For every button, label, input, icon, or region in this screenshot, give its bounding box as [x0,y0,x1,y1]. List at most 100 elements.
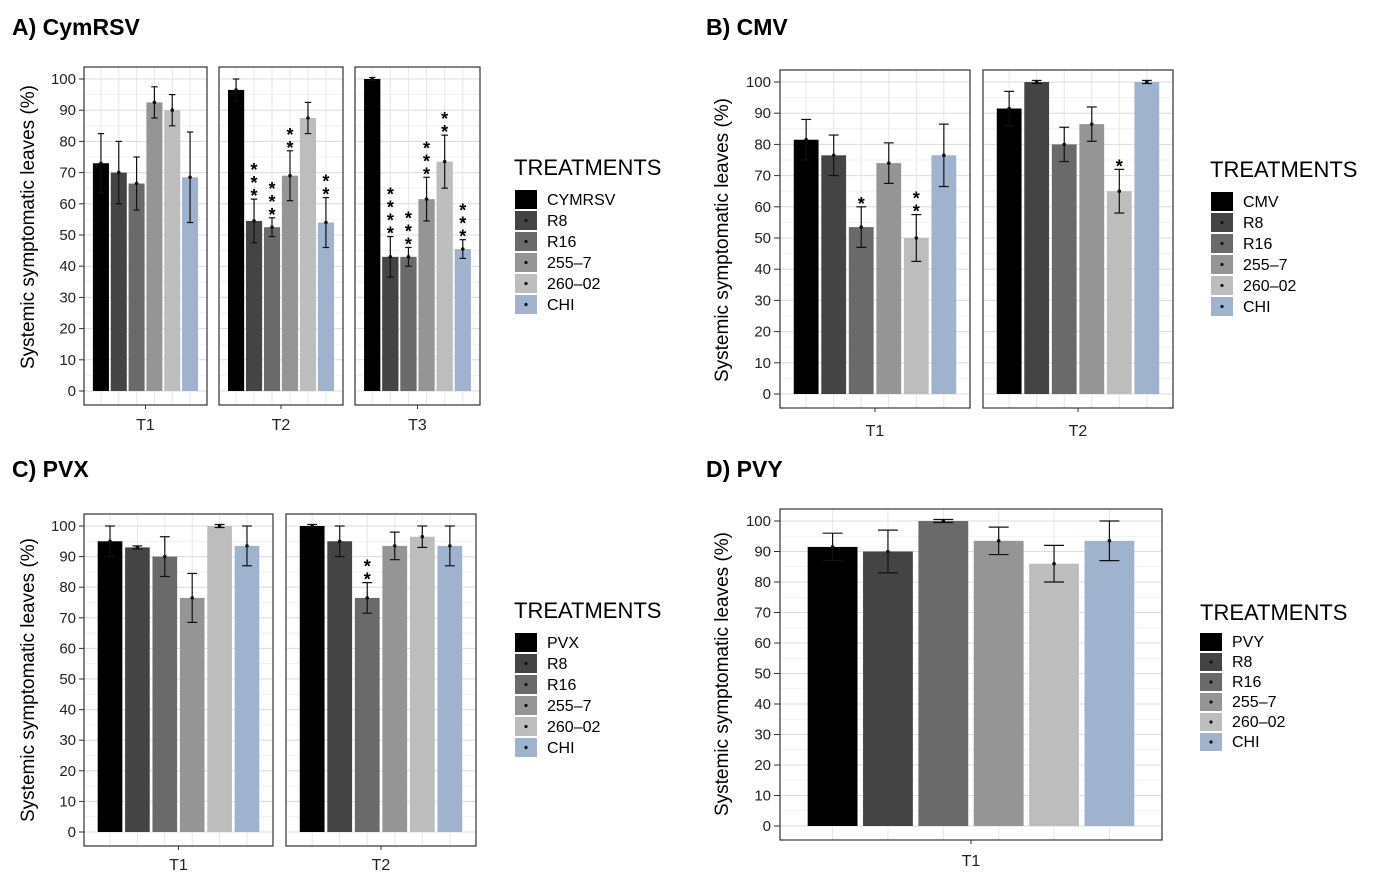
y-tick-label: 0 [68,383,76,400]
legend-label: PVX [547,635,579,652]
panel-title: D) PVY [706,456,783,482]
bar-R8 [1024,82,1050,394]
y-tick-label: 10 [754,788,771,805]
y-tick-label: 90 [754,105,771,122]
legend-swatch-dot [524,218,528,223]
legend-swatch-dot [524,661,528,666]
bar-PVX [97,541,123,832]
significance-star: * [286,138,293,158]
y-tick-label: 20 [59,321,76,338]
facet-label: T2 [372,857,391,874]
bar-255–7 [973,540,1024,826]
mean-point [370,77,375,81]
significance-star: * [423,151,430,171]
y-tick-label: 50 [754,666,771,683]
bar-255–7 [1079,124,1105,395]
legend-swatch-dot [524,260,528,265]
significance-star: * [405,234,412,254]
facet-label: T2 [272,417,291,434]
significance-star: * [269,179,276,199]
bar-CYMRSV [364,79,381,391]
mean-point [996,539,1001,543]
mean-point [1052,561,1056,566]
bar-R16 [128,183,145,391]
significance-star: * [387,185,394,205]
legend-label: R8 [1232,654,1253,671]
mean-point [1089,122,1094,126]
mean-point [420,534,425,539]
chart-panel-2: B) CMV Systemic symptomatic leaves (%) 0 10… [706,14,1357,440]
legend-swatch-dot [1209,740,1213,744]
y-tick-label: 60 [754,199,771,216]
mean-point [365,596,370,600]
legend: TREATMENTS CMV R8 R16 255–7 260–02 CHI [1210,157,1357,316]
legend-swatch-dot [1220,220,1224,225]
legend-title: TREATMENTS [514,155,661,180]
chart-panel-1: A) CymRSV Systemic symptomatic leaves (%)… [12,14,661,434]
bar-CHI [182,177,199,391]
mean-point [234,88,238,92]
bar-260–02 [207,526,232,832]
y-tick-label: 90 [59,102,76,119]
legend-label: CHI [1232,734,1260,751]
chart-panel-3: C) PVX Systemic symptomatic leaves (%) 0 10… [12,456,661,874]
mean-point [116,170,121,175]
mean-point [942,153,946,158]
y-tick-label: 40 [59,702,76,719]
legend-label: R16 [1243,236,1272,253]
legend-label: PVY [1232,634,1264,651]
panel-title: C) PVX [12,456,89,482]
y-tick-label: 10 [59,352,76,369]
bar-R8 [863,551,913,826]
mean-point [1062,142,1067,147]
y-tick-label: 90 [59,549,76,566]
bar-R16 [354,597,380,832]
legend-swatch [515,633,537,652]
significance-star: * [269,205,276,225]
mean-point [941,519,946,523]
y-tick-label: 60 [59,640,76,657]
bar-255–7 [146,102,163,392]
legend-swatch-dot [1209,680,1213,684]
y-tick-label: 50 [59,671,76,688]
mean-point [134,181,139,186]
significance-star: * [913,189,920,209]
mean-point [859,225,864,229]
legend-label: R8 [547,213,568,230]
mean-point [99,161,103,166]
mean-point [886,549,890,554]
mean-point [460,247,465,251]
facet-label: T3 [408,417,427,434]
y-axis-label: Systemic symptomatic leaves (%) [18,85,39,369]
mean-point [424,197,429,201]
bar-CHI [234,545,260,832]
bar-R16 [918,521,969,826]
y-tick-label: 80 [754,136,771,153]
y-tick-label: 70 [59,610,76,627]
y-tick-label: 10 [754,355,771,372]
bar-R8 [821,155,847,394]
bar-260–02 [299,118,317,391]
facet-label: T1 [962,853,981,870]
bar-260–02 [436,161,453,391]
facet-T3: ***************T3 [354,66,481,434]
y-tick-label: 40 [754,696,771,713]
bar-255–7 [179,597,205,832]
bar-PVX [299,526,325,832]
bar-CYMRSV [227,89,245,392]
facet-T1: T1 [83,66,208,434]
bar-CYMRSV [92,163,109,391]
bar-CHI [317,222,335,391]
mean-point [170,108,175,112]
y-tick-label: 30 [59,732,76,749]
mean-point [310,524,314,528]
facet-T1: T1 [779,508,1163,870]
bar-R8 [382,256,399,391]
y-tick-label: 70 [59,165,76,182]
bar-255–7 [876,163,902,394]
bar-260–02 [903,238,929,394]
significance-star: * [387,224,394,244]
significance-star: * [913,202,920,222]
mean-point [188,175,192,180]
legend-label: R8 [1243,215,1264,232]
